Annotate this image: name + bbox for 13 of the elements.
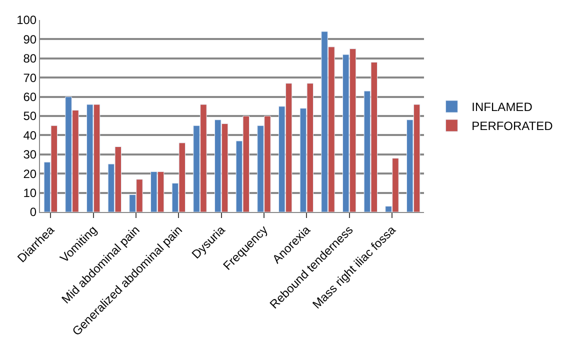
y-tick-label: 50 [23,109,37,124]
y-tick-label: 100 [16,13,37,28]
y-tick-label: 70 [23,70,37,85]
y-tick-label: 80 [23,52,37,66]
y-tick-label: 90 [23,32,37,46]
y-tick-label: 40 [23,128,37,142]
y-tick-label: 10 [23,186,37,200]
legend-label: INFLAMED [472,100,533,114]
y-tick-label: 60 [23,90,37,104]
y-tick-label: 20 [23,166,37,181]
y-tick-label: 30 [23,148,37,162]
y-tick-label: 0 [30,205,37,220]
legend-label: PERFORATED [472,119,554,134]
